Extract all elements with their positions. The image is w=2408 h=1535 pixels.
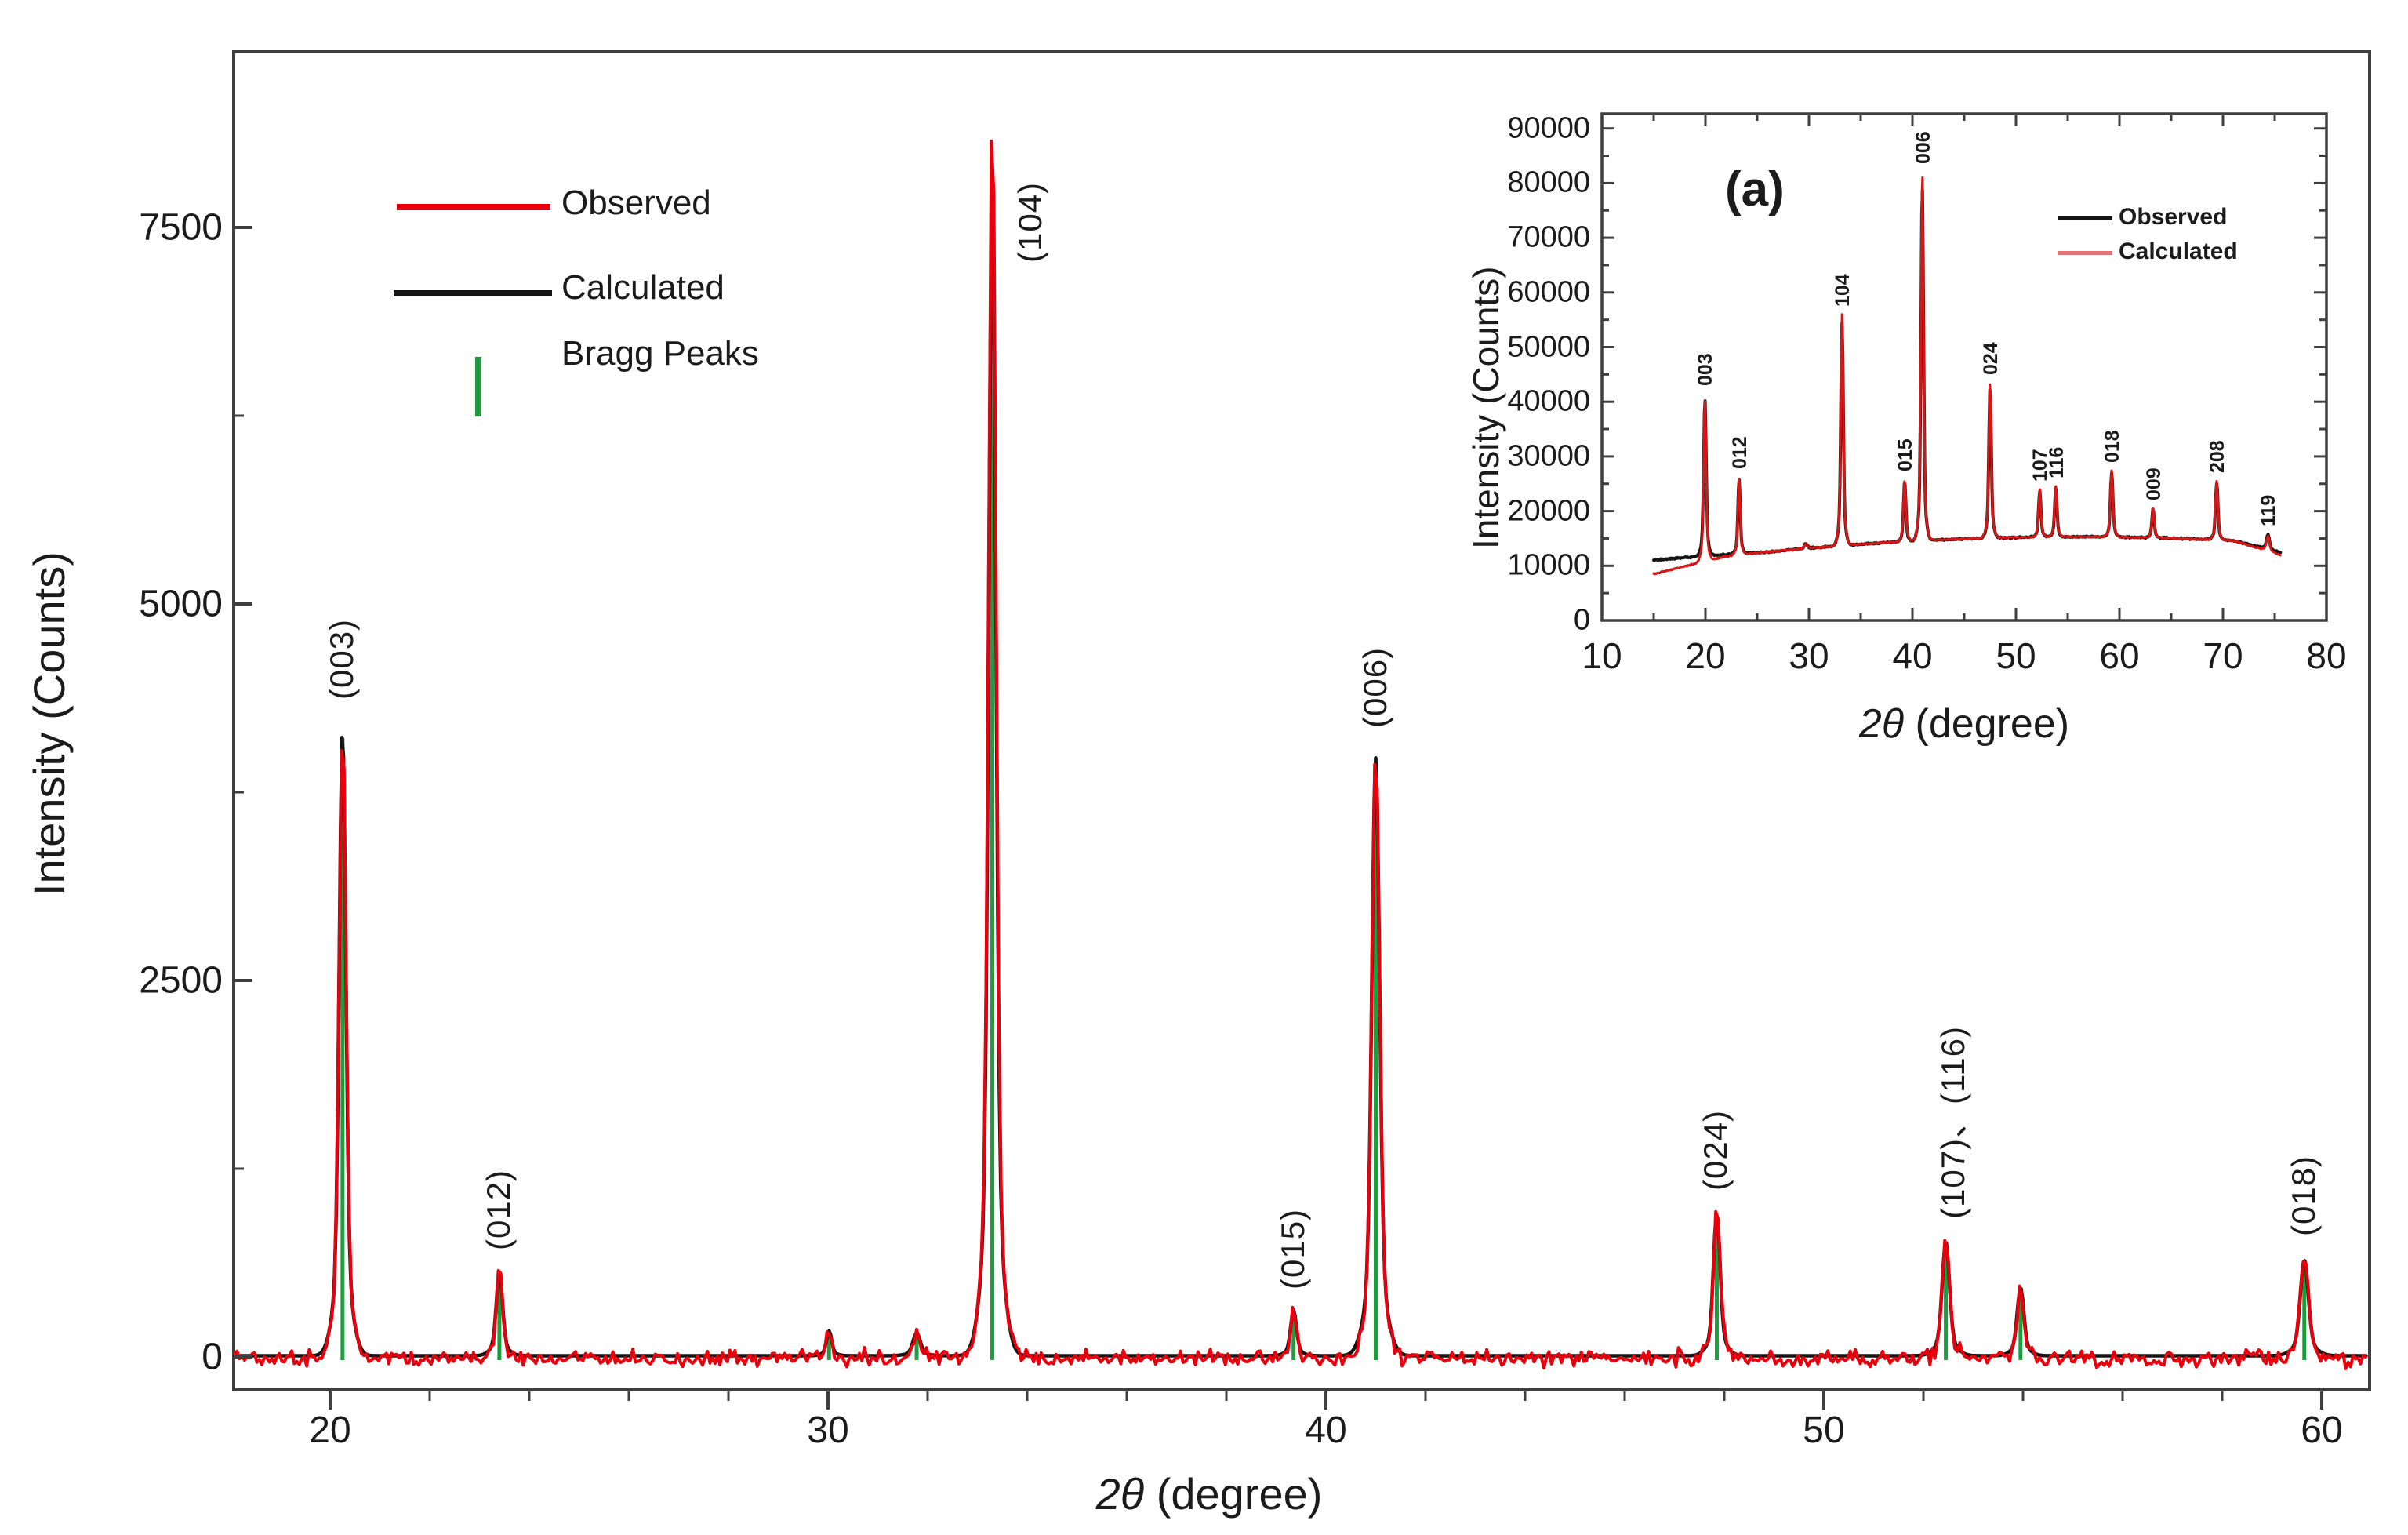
inset-peak-label: 018	[2101, 429, 2124, 463]
main-y-tick-label: 5000	[139, 583, 223, 625]
calculated-curve	[232, 201, 2368, 1358]
main-x-tick-label: 30	[807, 1410, 849, 1451]
main-peak-label: (104)	[1011, 181, 1048, 263]
inset-x-axis-title-math: 2θ	[1858, 701, 1905, 747]
inset-y-tick-label: 70000	[1507, 220, 1590, 254]
main-peak-label: (012)	[479, 1169, 517, 1250]
inset-peak-label: 003	[1694, 353, 1717, 386]
inset-peak-label: 119	[2257, 494, 2280, 526]
legend-swatch-observed	[397, 204, 550, 210]
legend-label-observed: Observed	[561, 184, 711, 222]
main-x-tick-label: 50	[1803, 1410, 1845, 1451]
legend-swatch-bragg-peaks	[475, 357, 481, 416]
main-peak-label: (003)	[322, 618, 360, 700]
main-peak-label: (024)	[1697, 1109, 1734, 1191]
inset-legend-swatch-observed	[2058, 216, 2112, 220]
inset-y-tick-label: 10000	[1507, 548, 1590, 582]
inset-y-tick-label: 0	[1573, 603, 1590, 637]
main-peak-label: (006)	[1356, 647, 1393, 729]
main-x-axis-title-rest: (degree)	[1144, 1469, 1323, 1519]
inset-peak-label: 104	[1832, 274, 1854, 307]
main-x-tick-label: 20	[309, 1410, 351, 1451]
inset-y-tick-label: 90000	[1507, 111, 1590, 145]
main-y-tick-label: 0	[202, 1336, 223, 1378]
inset-y-tick-label: 60000	[1507, 275, 1590, 309]
inset-y-tick-label: 50000	[1507, 330, 1590, 363]
inset-x-tick-label: 10	[1582, 635, 1622, 676]
main-x-axis-title-math: 2θ	[1095, 1469, 1145, 1519]
inset-legend-swatch-calculated	[2058, 251, 2112, 255]
inset-peak-label: 116	[2045, 446, 2068, 479]
inset-peak-label: 009	[2142, 467, 2165, 500]
main-x-axis-title: 2θ (degree)	[1096, 1468, 1323, 1519]
main-x-tick-label: 60	[2301, 1410, 2343, 1451]
inset-calculated-curve	[1652, 176, 2282, 576]
inset-peak-label: 012	[1728, 436, 1751, 470]
inset-legend-label-observed: Observed	[2119, 204, 2228, 230]
main-plot-frame	[232, 50, 2371, 1391]
inset-x-axis-title-rest: (degree)	[1904, 701, 2070, 747]
main-peak-label: (018)	[2284, 1155, 2322, 1237]
inset-x-tick-label: 20	[1685, 635, 1726, 676]
main-peak-label: (015)	[1273, 1208, 1311, 1289]
inset-peak-label: 208	[2206, 440, 2229, 473]
main-y-tick-label: 2500	[139, 959, 223, 1002]
inset-y-tick-label: 40000	[1507, 384, 1590, 418]
inset-legend-label-calculated: Calculated	[2119, 238, 2238, 264]
inset-x-tick-label: 40	[1892, 635, 1933, 676]
inset-x-tick-label: 50	[1996, 635, 2036, 676]
observed-curve	[233, 139, 2367, 1370]
inset-peak-label: 024	[1980, 342, 2002, 375]
inset-x-tick-label: 60	[2099, 635, 2140, 676]
inset-x-tick-label: 80	[2306, 635, 2347, 676]
main-x-tick-label: 40	[1305, 1410, 1347, 1451]
inset-x-tick-label: 30	[1789, 635, 1829, 676]
main-y-tick-label: 7500	[139, 206, 223, 249]
inset-peak-label: 015	[1894, 438, 1917, 471]
inset-y-tick-label: 80000	[1507, 166, 1590, 199]
inset-y-tick-label: 20000	[1507, 494, 1590, 528]
inset-panel-label: (a)	[1725, 162, 1785, 216]
legend-label-calculated: Calculated	[561, 268, 725, 307]
legend-swatch-calculated	[394, 290, 552, 296]
legend-label-bragg-peaks: Bragg Peaks	[561, 334, 759, 373]
main-y-axis-title: Intensity (Counts)	[24, 551, 74, 896]
inset-x-axis-title: 2θ (degree)	[1859, 700, 2069, 747]
inset-y-tick-label: 30000	[1507, 439, 1590, 473]
inset-peak-label: 006	[1912, 131, 1934, 165]
main-peak-label: (107)、(116)	[1934, 1026, 1971, 1220]
inset-x-tick-label: 70	[2203, 635, 2243, 676]
